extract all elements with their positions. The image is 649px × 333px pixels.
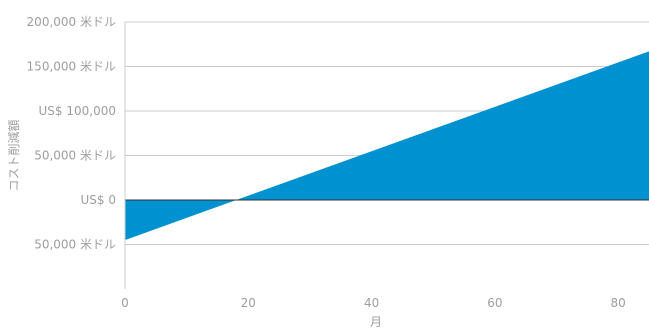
y-tick-label-2: US$ 100,000 xyxy=(39,104,116,118)
x-tick-label-2: 40 xyxy=(364,296,379,310)
area-series xyxy=(125,51,649,241)
y-tick-label-4: US$ 0 xyxy=(81,193,116,207)
area-fill-positive xyxy=(236,51,649,200)
y-axis-title: コスト削減額 xyxy=(6,119,21,191)
x-tick-label-3: 60 xyxy=(487,296,502,310)
y-tick-label-3: 50,000 米ドル xyxy=(34,149,116,163)
y-tick-label-0: 200,000 米ドル xyxy=(27,15,116,29)
y-tick-label-5: 50,000 米ドル xyxy=(34,238,116,252)
axis-labels: 200,000 米ドル 150,000 米ドル US$ 100,000 50,000 … xyxy=(27,15,626,310)
y-tick-label-1: 150,000 米ドル xyxy=(27,60,116,74)
x-tick-label-0: 0 xyxy=(121,296,129,310)
x-axis-title: 月 xyxy=(370,315,382,329)
area-fill-negative xyxy=(125,200,237,241)
x-tick-label-4: 80 xyxy=(611,296,626,310)
x-tick-label-1: 20 xyxy=(241,296,256,310)
axes xyxy=(124,22,649,289)
